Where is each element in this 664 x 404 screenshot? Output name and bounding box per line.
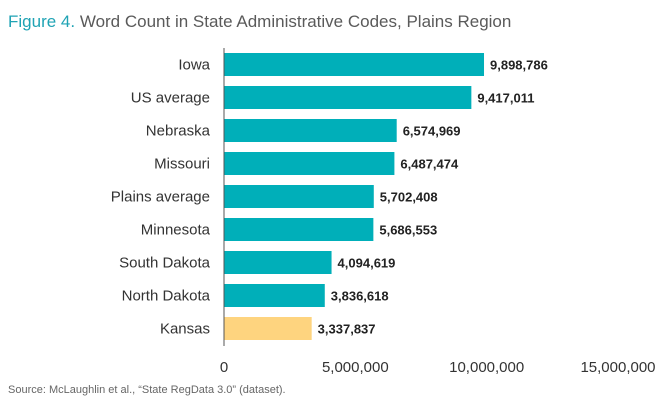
x-tick-label: 15,000,000 [580, 359, 655, 376]
data-label: 4,094,619 [338, 256, 396, 271]
data-label: 9,417,011 [477, 91, 534, 106]
x-tick-label: 10,000,000 [449, 359, 524, 376]
category-label: Nebraska [146, 123, 211, 140]
bar [224, 86, 472, 109]
bar [224, 251, 332, 274]
category-label: Plains average [111, 189, 210, 206]
bar [224, 152, 395, 175]
data-label: 9,898,786 [490, 58, 548, 73]
category-label: South Dakota [119, 255, 211, 272]
bar [224, 53, 485, 76]
category-label: North Dakota [122, 288, 211, 305]
data-label: 6,487,474 [400, 157, 459, 172]
category-label: Missouri [154, 156, 210, 173]
bar [224, 185, 374, 208]
bar [224, 119, 397, 142]
category-label: US average [131, 90, 210, 107]
x-tick-label: 0 [220, 359, 228, 376]
figure-label: Figure 4. [8, 12, 76, 31]
chart-title: Figure 4. Word Count in State Administra… [8, 12, 511, 32]
source-note: Source: McLaughlin et al., “State RegDat… [8, 384, 286, 396]
category-label: Kansas [160, 321, 210, 338]
bar [224, 317, 312, 340]
data-label: 3,836,618 [331, 289, 389, 304]
bar [224, 218, 374, 241]
bar [224, 284, 325, 307]
data-label: 5,702,408 [380, 190, 438, 205]
category-label: Iowa [178, 57, 210, 74]
data-label: 5,686,553 [379, 223, 437, 238]
data-label: 3,337,837 [318, 322, 376, 337]
category-label: Minnesota [141, 222, 211, 239]
chart-title-text: Word Count in State Administrative Codes… [79, 12, 512, 31]
x-tick-label: 5,000,000 [322, 359, 389, 376]
data-label: 6,574,969 [403, 124, 461, 139]
